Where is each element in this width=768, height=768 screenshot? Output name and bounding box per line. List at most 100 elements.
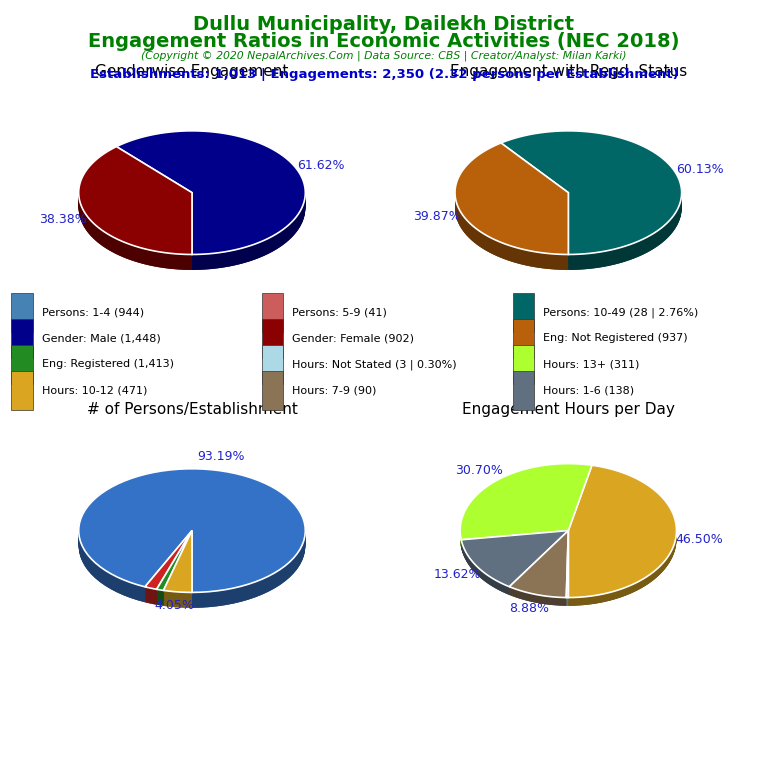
Polygon shape <box>634 241 639 253</box>
Polygon shape <box>554 254 558 255</box>
Polygon shape <box>493 578 494 583</box>
Polygon shape <box>501 131 682 254</box>
Polygon shape <box>664 223 667 228</box>
Polygon shape <box>130 244 133 250</box>
Polygon shape <box>109 235 111 244</box>
Polygon shape <box>564 254 568 260</box>
Polygon shape <box>178 254 182 263</box>
Polygon shape <box>136 247 139 251</box>
Polygon shape <box>178 254 182 266</box>
Polygon shape <box>111 236 114 248</box>
Polygon shape <box>579 254 584 257</box>
Polygon shape <box>79 481 306 604</box>
Polygon shape <box>576 598 581 601</box>
Polygon shape <box>88 217 90 220</box>
Polygon shape <box>91 559 95 573</box>
Polygon shape <box>652 571 654 577</box>
Polygon shape <box>492 578 493 580</box>
Polygon shape <box>91 220 93 230</box>
Polygon shape <box>540 253 544 263</box>
Polygon shape <box>104 232 107 249</box>
Polygon shape <box>596 594 600 599</box>
Polygon shape <box>632 583 635 591</box>
Polygon shape <box>293 554 297 564</box>
Polygon shape <box>498 581 499 591</box>
Polygon shape <box>661 563 664 571</box>
Polygon shape <box>100 567 105 580</box>
Polygon shape <box>657 567 659 577</box>
Polygon shape <box>554 254 558 268</box>
Polygon shape <box>638 580 641 584</box>
Polygon shape <box>679 204 680 219</box>
Polygon shape <box>250 244 255 259</box>
Polygon shape <box>203 253 209 258</box>
Polygon shape <box>90 219 91 224</box>
Polygon shape <box>657 228 661 232</box>
Polygon shape <box>465 218 467 221</box>
Polygon shape <box>171 253 175 261</box>
Polygon shape <box>664 223 667 239</box>
Polygon shape <box>492 578 493 582</box>
Polygon shape <box>634 241 639 243</box>
Polygon shape <box>142 248 145 261</box>
Polygon shape <box>476 229 478 246</box>
Polygon shape <box>614 590 618 598</box>
Polygon shape <box>673 547 674 550</box>
Polygon shape <box>286 224 289 241</box>
Title: Engagement Hours per Day: Engagement Hours per Day <box>462 402 675 417</box>
Polygon shape <box>158 252 161 253</box>
Polygon shape <box>465 218 467 224</box>
Polygon shape <box>285 562 290 577</box>
Polygon shape <box>151 250 154 265</box>
Polygon shape <box>462 215 464 219</box>
Polygon shape <box>558 254 561 260</box>
Polygon shape <box>235 249 240 253</box>
Polygon shape <box>670 551 671 554</box>
Polygon shape <box>639 240 643 247</box>
Polygon shape <box>84 212 85 230</box>
Polygon shape <box>576 598 581 604</box>
Polygon shape <box>292 219 294 230</box>
Polygon shape <box>131 582 137 584</box>
Polygon shape <box>88 217 90 225</box>
Polygon shape <box>540 253 544 260</box>
Polygon shape <box>611 249 616 253</box>
Polygon shape <box>468 222 470 232</box>
Polygon shape <box>95 563 100 571</box>
Polygon shape <box>664 223 667 238</box>
Polygon shape <box>455 145 568 257</box>
Polygon shape <box>647 235 650 250</box>
Polygon shape <box>677 207 679 217</box>
Polygon shape <box>566 531 568 598</box>
Polygon shape <box>84 212 85 214</box>
Polygon shape <box>188 254 192 262</box>
Polygon shape <box>551 253 554 268</box>
Polygon shape <box>474 227 476 238</box>
Polygon shape <box>137 584 145 598</box>
Polygon shape <box>300 208 302 216</box>
Polygon shape <box>487 575 488 577</box>
Polygon shape <box>670 551 671 561</box>
Polygon shape <box>652 571 654 578</box>
Polygon shape <box>154 251 158 264</box>
Polygon shape <box>88 217 90 233</box>
Polygon shape <box>561 254 564 262</box>
Polygon shape <box>240 584 248 591</box>
Polygon shape <box>472 225 474 240</box>
Polygon shape <box>504 584 505 588</box>
Polygon shape <box>462 215 464 227</box>
Polygon shape <box>269 573 274 586</box>
Polygon shape <box>250 244 255 250</box>
Polygon shape <box>84 212 85 227</box>
Polygon shape <box>290 558 293 574</box>
Polygon shape <box>561 254 564 270</box>
Polygon shape <box>498 581 499 588</box>
Polygon shape <box>526 250 530 253</box>
Polygon shape <box>661 226 664 234</box>
Polygon shape <box>504 243 507 252</box>
Polygon shape <box>171 253 175 260</box>
Polygon shape <box>121 241 124 247</box>
Polygon shape <box>240 247 245 261</box>
Polygon shape <box>526 250 530 252</box>
Polygon shape <box>504 584 505 588</box>
